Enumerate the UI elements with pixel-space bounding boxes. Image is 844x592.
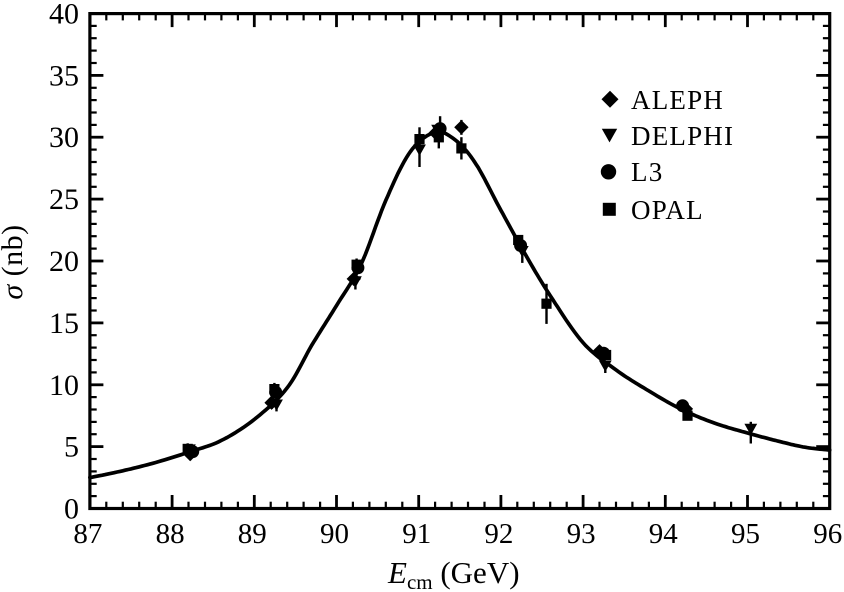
svg-text:87: 87 xyxy=(73,518,102,550)
svg-text:95: 95 xyxy=(731,518,760,550)
svg-text:94: 94 xyxy=(649,518,679,550)
svg-text:5: 5 xyxy=(64,431,79,464)
svg-text:Ecm (GeV): Ecm (GeV) xyxy=(387,555,520,592)
svg-text:89: 89 xyxy=(238,518,267,550)
svg-text:OPAL: OPAL xyxy=(631,195,704,225)
svg-text:88: 88 xyxy=(156,518,185,550)
svg-text:92: 92 xyxy=(484,518,513,550)
svg-text:15: 15 xyxy=(49,307,79,340)
svg-text:90: 90 xyxy=(320,518,349,550)
svg-text:DELPHI: DELPHI xyxy=(631,121,734,151)
svg-text:20: 20 xyxy=(49,245,79,278)
svg-text:σ (nb): σ (nb) xyxy=(0,224,29,299)
svg-text:25: 25 xyxy=(49,183,79,216)
svg-text:96: 96 xyxy=(813,518,842,550)
svg-text:ALEPH: ALEPH xyxy=(631,85,724,115)
svg-text:10: 10 xyxy=(49,369,79,402)
svg-text:30: 30 xyxy=(49,121,79,154)
svg-text:35: 35 xyxy=(49,59,79,92)
svg-text:0: 0 xyxy=(64,493,79,526)
svg-text:93: 93 xyxy=(567,518,596,550)
svg-text:40: 40 xyxy=(49,0,79,31)
svg-text:L3: L3 xyxy=(631,157,663,187)
svg-text:91: 91 xyxy=(402,518,431,550)
